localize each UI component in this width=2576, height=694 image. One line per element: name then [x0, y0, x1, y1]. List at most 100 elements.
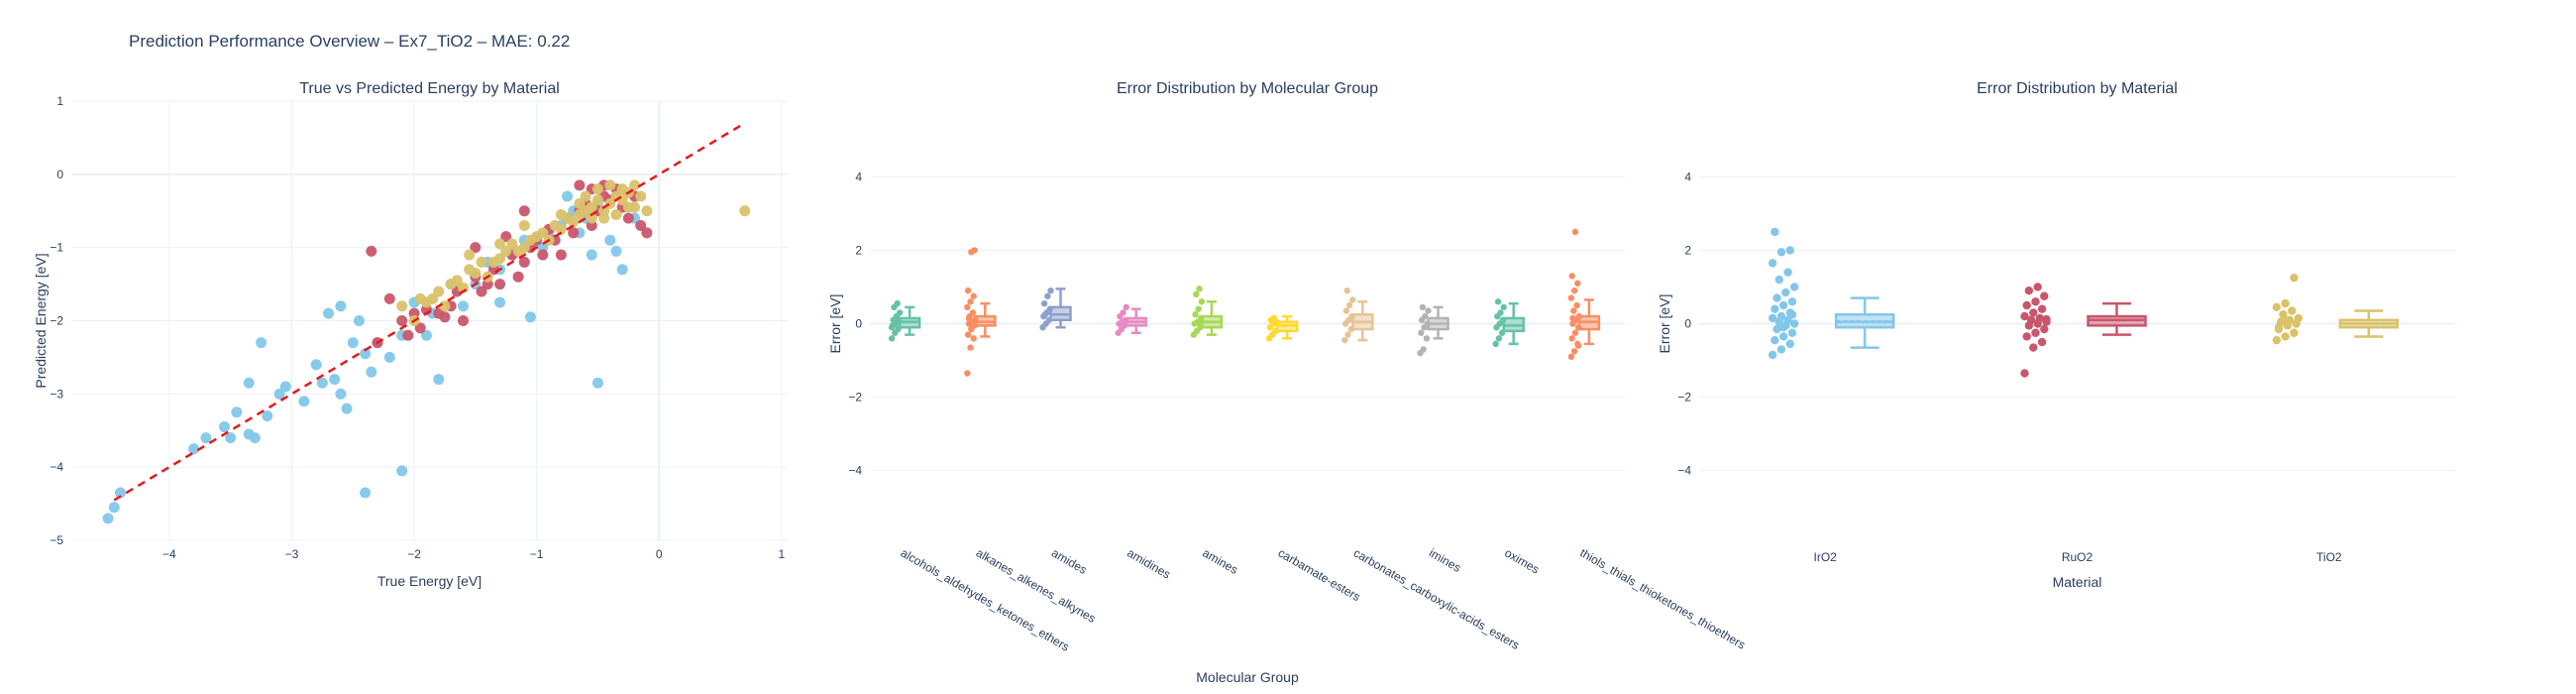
box-panel-title: Error Distribution by Molecular Group: [1117, 80, 1378, 97]
error-point: [1342, 307, 1350, 314]
scatter-point: [383, 351, 395, 363]
error-point: [2035, 313, 2045, 323]
y-tick-label: 2: [1684, 243, 1691, 257]
material-box-panel: −4 −2 0 2 4 Error Distribution by Material Err…: [1657, 80, 2455, 590]
error-point: [2279, 310, 2288, 319]
error-point: [1771, 335, 1779, 345]
error-point: [1195, 305, 1202, 312]
error-point: [2040, 291, 2049, 300]
y-tick-label: 0: [56, 168, 63, 181]
error-point: [1198, 298, 1206, 305]
error-point: [1495, 335, 1503, 342]
x-tick-label: IrO2: [1813, 550, 1837, 564]
scatter-point: [256, 337, 268, 349]
error-point: [1500, 303, 1507, 311]
error-point: [894, 299, 901, 307]
error-point: [2033, 283, 2042, 291]
x-tick-label: carbamate-esters: [1276, 545, 1363, 604]
scatter-point: [739, 205, 751, 217]
error-point: [964, 287, 972, 294]
scatter-point: [641, 205, 653, 217]
error-point: [1778, 332, 1788, 341]
scatter-point: [555, 249, 567, 261]
y-tick-label: 0: [855, 317, 862, 331]
scatter-point: [568, 227, 580, 239]
x-tick-label: thiols_thials_thioketones_thioethers: [1577, 545, 1748, 651]
scatter-point: [494, 238, 506, 250]
group-box-panel: −4 −2 0 2 4 Error Distribution by Molecular G…: [827, 80, 1748, 685]
error-point: [965, 314, 973, 322]
scatter-point: [574, 179, 586, 191]
scatter-point: [457, 300, 469, 312]
error-point: [2290, 273, 2299, 283]
scatter-point: [622, 201, 634, 213]
error-point: [1120, 309, 1127, 316]
error-point: [1422, 312, 1429, 320]
error-point: [1787, 328, 1797, 337]
scatter-point: [335, 300, 347, 312]
error-point: [1772, 324, 1781, 334]
y-axis-title: Predicted Energy [eV]: [33, 253, 49, 388]
scatter-panel: −4 −3 −2 −1 0 1 −5 −4 −3 −2 −1 0 1 True vs Predicted …: [33, 80, 788, 589]
scatter-point: [586, 212, 597, 224]
scatter-point: [500, 245, 512, 257]
y-tick-label: −5: [50, 533, 63, 547]
scatter-point: [427, 292, 439, 304]
error-point: [1344, 331, 1351, 338]
error-point: [2031, 328, 2040, 337]
scatter-title: True vs Predicted Energy by Material: [299, 80, 560, 97]
scatter-point: [635, 190, 647, 202]
error-point: [969, 309, 977, 316]
x-axis-title: Molecular Group: [1196, 669, 1299, 685]
scatter-point: [323, 307, 335, 319]
error-point: [1771, 304, 1779, 313]
scatter-point: [341, 403, 353, 414]
scatter-point: [200, 432, 212, 444]
error-point: [2037, 304, 2047, 313]
scatter-point: [218, 421, 230, 433]
scatter-point: [316, 377, 328, 389]
error-point: [1420, 346, 1427, 353]
error-point: [2042, 314, 2051, 324]
error-point: [1574, 342, 1582, 349]
y-tick-label: 4: [855, 170, 862, 183]
error-point: [1783, 268, 1792, 277]
scatter-point: [243, 377, 255, 389]
scatter-point: [439, 311, 451, 323]
x-axis-title: Material: [2053, 574, 2102, 590]
scatter-point: [420, 329, 432, 341]
error-point: [2272, 335, 2282, 345]
scatter-point: [231, 406, 243, 418]
error-point: [1568, 273, 1575, 280]
error-point: [1778, 300, 1788, 310]
x-tick-label: −2: [407, 547, 421, 561]
x-tick-label: −3: [285, 547, 299, 561]
scatter-point: [555, 208, 567, 220]
error-point: [967, 298, 974, 305]
scatter-point: [562, 190, 574, 202]
error-point: [967, 344, 974, 351]
scatter-point: [610, 208, 622, 220]
error-point: [2281, 332, 2290, 341]
error-point: [1768, 350, 1777, 360]
error-point: [888, 324, 896, 331]
error-point: [1776, 248, 1786, 257]
error-point: [1789, 283, 1799, 291]
scatter-point: [512, 271, 524, 283]
scatter-point: [586, 201, 597, 213]
error-point: [1419, 303, 1427, 311]
error-point: [896, 309, 904, 316]
error-point: [1040, 299, 1048, 307]
scatter-point: [537, 227, 549, 239]
scatter-point: [555, 223, 567, 235]
error-point: [1785, 246, 1794, 255]
error-point: [1774, 275, 1783, 285]
error-point: [1768, 313, 1777, 323]
error-point: [2288, 306, 2297, 315]
error-point: [2029, 308, 2038, 317]
scatter-point: [622, 212, 634, 224]
scatter-point: [353, 315, 365, 326]
scatter-point: [414, 322, 426, 334]
x-tick-label: amidines: [1125, 545, 1173, 581]
y-tick-label: −2: [848, 391, 862, 405]
